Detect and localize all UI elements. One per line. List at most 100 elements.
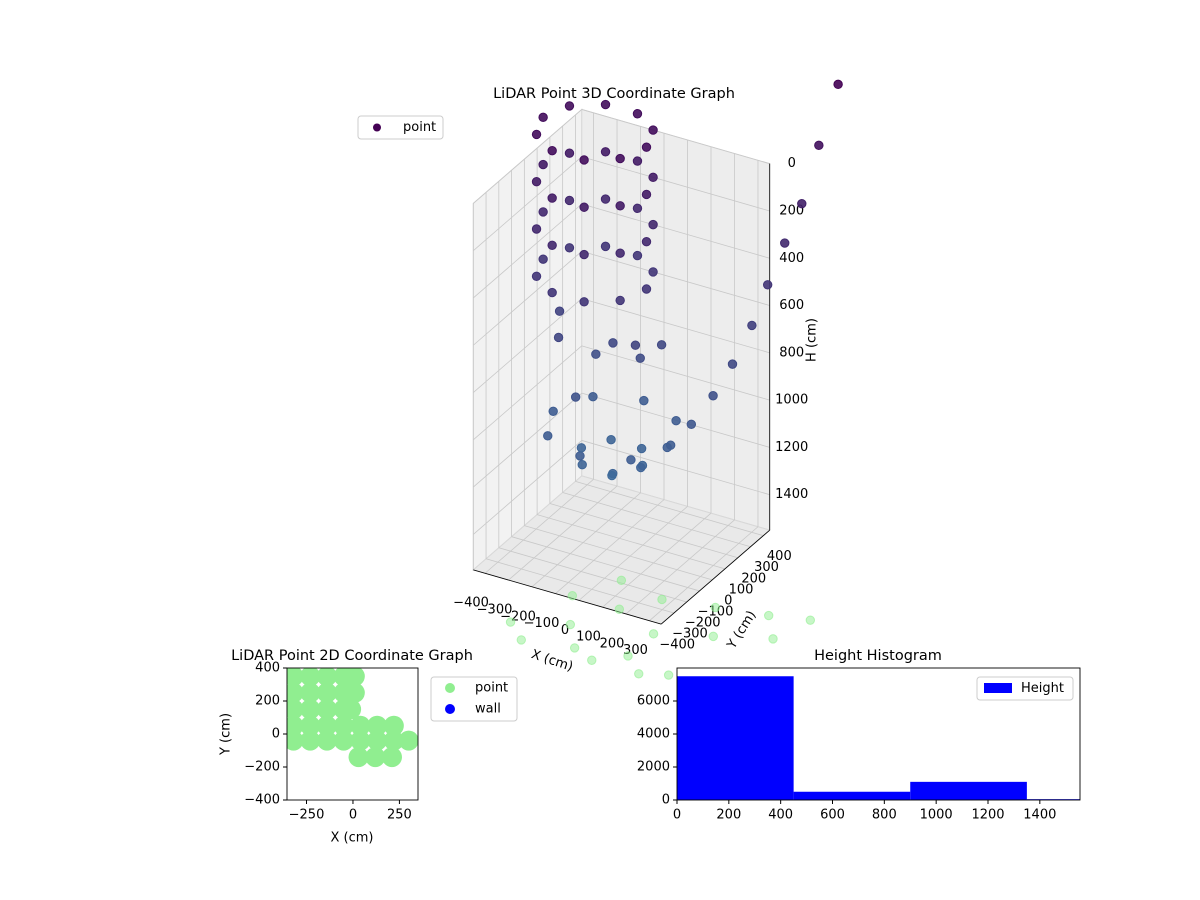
bar bbox=[677, 676, 794, 800]
point bbox=[564, 195, 575, 206]
point bbox=[608, 338, 618, 348]
grid-line bbox=[581, 109, 770, 165]
grid-line bbox=[602, 512, 712, 608]
legend-swatch bbox=[984, 683, 1012, 693]
pane bbox=[581, 108, 771, 531]
point bbox=[333, 730, 354, 751]
point bbox=[348, 747, 369, 768]
point bbox=[333, 715, 354, 736]
point bbox=[538, 159, 548, 170]
point bbox=[367, 715, 388, 736]
point bbox=[671, 415, 681, 426]
x-tick-label: 0 bbox=[673, 808, 681, 823]
point bbox=[567, 590, 578, 601]
bar bbox=[910, 781, 1027, 800]
point bbox=[547, 287, 557, 298]
point bbox=[300, 715, 321, 736]
point bbox=[641, 189, 652, 200]
y-tick-label: 300 bbox=[754, 560, 779, 575]
grid-line bbox=[473, 156, 583, 251]
point bbox=[780, 238, 790, 248]
point bbox=[648, 219, 658, 230]
point bbox=[547, 146, 557, 156]
y-tick-label: 400 bbox=[255, 661, 280, 676]
point bbox=[547, 240, 557, 251]
y-tick-label: 4000 bbox=[637, 727, 670, 742]
grid-line bbox=[581, 250, 770, 306]
grid-line bbox=[578, 506, 688, 601]
x-tick-label: 200 bbox=[600, 636, 625, 651]
point bbox=[565, 619, 576, 630]
legend-marker bbox=[445, 683, 455, 693]
point bbox=[344, 682, 365, 703]
grid-line bbox=[498, 547, 687, 603]
y-axis-label: Y (cm) bbox=[219, 713, 234, 756]
legend: point wall bbox=[430, 676, 518, 722]
x-axis bbox=[473, 569, 662, 625]
point bbox=[805, 615, 816, 625]
point bbox=[768, 634, 778, 644]
point bbox=[316, 715, 337, 736]
grid-line bbox=[581, 298, 770, 354]
y-tick-label: 2000 bbox=[637, 760, 670, 775]
point bbox=[365, 747, 386, 768]
point bbox=[383, 730, 404, 751]
point bbox=[657, 594, 667, 605]
y-tick-label: −400 bbox=[659, 638, 695, 653]
grid-line bbox=[473, 203, 583, 299]
y-tick-label: 6000 bbox=[637, 694, 670, 709]
point bbox=[615, 248, 625, 258]
point bbox=[686, 419, 697, 430]
y-tick-label: 0 bbox=[724, 593, 732, 608]
point bbox=[316, 682, 337, 703]
chart-title: LiDAR Point 2D Coordinate Graph bbox=[231, 648, 473, 664]
x-tick-label: −300 bbox=[477, 603, 513, 618]
legend: Height bbox=[976, 676, 1074, 701]
point bbox=[626, 455, 636, 465]
point bbox=[505, 617, 516, 627]
point bbox=[636, 462, 646, 473]
x-axis-label: X (cm) bbox=[529, 647, 575, 675]
point bbox=[579, 249, 589, 260]
point bbox=[300, 699, 321, 720]
legend-marker bbox=[445, 704, 455, 714]
grid-line bbox=[511, 536, 700, 592]
point bbox=[639, 395, 649, 406]
grid-line bbox=[484, 478, 594, 574]
point bbox=[564, 243, 575, 253]
legend-label: point bbox=[403, 120, 436, 135]
point bbox=[635, 353, 645, 363]
point bbox=[350, 730, 371, 751]
z-tick-label: 0 bbox=[788, 156, 796, 171]
point bbox=[553, 332, 564, 343]
point bbox=[727, 359, 738, 369]
z-tick-label: 200 bbox=[779, 203, 804, 218]
grid-line bbox=[473, 392, 583, 488]
point bbox=[577, 460, 587, 470]
legend-label: wall bbox=[475, 702, 501, 717]
y-tick-label: 100 bbox=[729, 582, 754, 597]
legend-box bbox=[357, 115, 444, 140]
grid-line bbox=[473, 250, 583, 346]
point bbox=[543, 431, 553, 441]
legend-label: point bbox=[475, 681, 508, 696]
point bbox=[300, 682, 321, 703]
x-tick-label: 600 bbox=[820, 808, 845, 823]
point bbox=[516, 635, 526, 645]
x-tick-label: 800 bbox=[872, 808, 897, 823]
grid-line bbox=[473, 345, 583, 441]
point bbox=[531, 129, 542, 140]
y-tick-label: 200 bbox=[255, 694, 280, 709]
point bbox=[814, 140, 824, 151]
point bbox=[564, 101, 575, 111]
grid-line bbox=[581, 345, 770, 401]
point bbox=[648, 125, 658, 135]
point bbox=[531, 271, 542, 281]
point bbox=[569, 643, 580, 653]
point bbox=[538, 112, 548, 123]
x-tick-label: 1000 bbox=[920, 808, 953, 823]
x-tick-label: −250 bbox=[289, 808, 325, 823]
point bbox=[588, 391, 598, 402]
grid-line bbox=[473, 109, 583, 204]
